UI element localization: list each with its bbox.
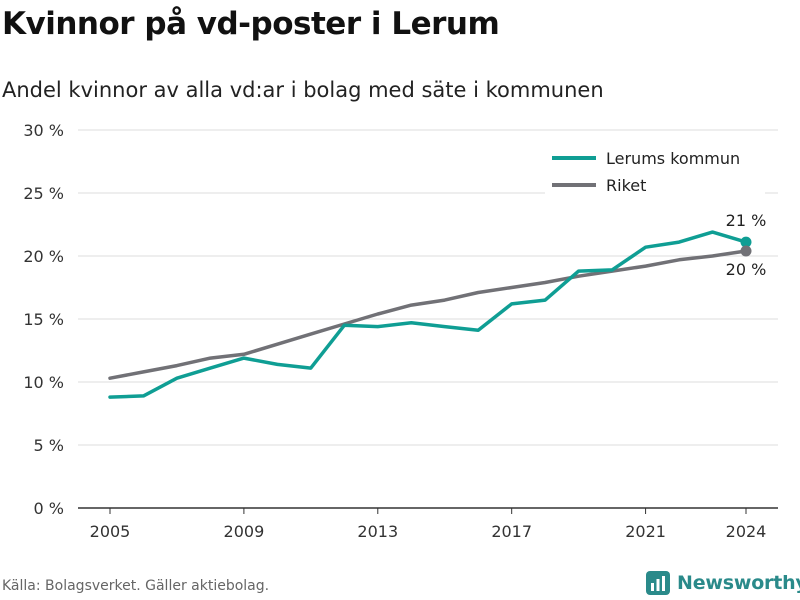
brand-name: Newsworthy — [677, 572, 800, 594]
y-tick-label: 5 % — [34, 436, 64, 455]
end-label-riket: 20 % — [726, 260, 767, 279]
source-note: Källa: Bolagsverket. Gäller aktiebolag. — [2, 578, 270, 594]
legend-background — [545, 144, 765, 196]
y-tick-label: 0 % — [34, 499, 64, 518]
y-tick-label: 15 % — [23, 310, 64, 329]
x-tick-label: 2021 — [625, 522, 666, 541]
series-line-riket — [108, 249, 748, 380]
legend-label: Lerums kommun — [606, 149, 740, 168]
x-tick-label: 2009 — [224, 522, 265, 541]
end-label-lerum: 21 % — [726, 211, 767, 230]
end-markers: 21 % 20 % — [726, 211, 767, 279]
x-tick-label: 2005 — [90, 522, 131, 541]
brand-logo: Newsworthy — [645, 570, 800, 596]
x-tick-label: 2013 — [357, 522, 398, 541]
legend-label: Riket — [606, 176, 646, 195]
x-tick-label: 2024 — [726, 522, 767, 541]
series-lines — [108, 230, 748, 399]
legend: Lerums kommun Riket — [545, 144, 765, 196]
x-axis-ticks: 2005 2009 2013 2017 2021 2024 — [90, 508, 767, 541]
y-tick-label: 10 % — [23, 373, 64, 392]
y-tick-label: 20 % — [23, 247, 64, 266]
chart-title: Kvinnor på vd-poster i Lerum — [2, 6, 500, 42]
series-line-lerum — [108, 230, 748, 399]
x-tick-label: 2017 — [491, 522, 532, 541]
y-tick-label: 30 % — [23, 121, 64, 140]
y-tick-label: 25 % — [23, 184, 64, 203]
chart-subtitle: Andel kvinnor av alla vd:ar i bolag med … — [2, 78, 604, 102]
y-axis-ticks: 0 % 5 % 10 % 15 % 20 % 25 % 30 % — [23, 121, 64, 518]
newsworthy-logo-icon — [646, 571, 670, 595]
end-marker-riket — [740, 245, 752, 257]
grid-lines — [78, 129, 778, 509]
end-marker-lerum — [740, 236, 752, 248]
